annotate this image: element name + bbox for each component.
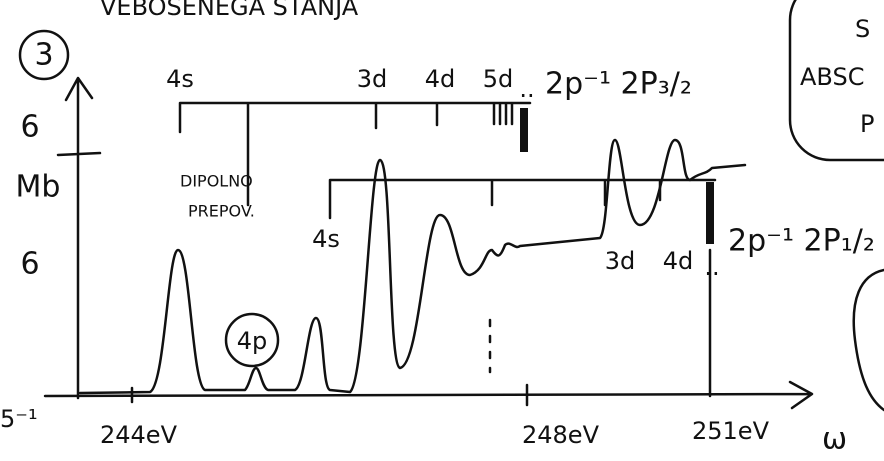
annotation: DIPOLNO — [180, 172, 253, 191]
x-tick-label: 251eV — [692, 417, 770, 445]
lower-label: .. — [704, 253, 719, 281]
upper-threshold: 2p⁻¹ 2P₃/₂ — [545, 67, 692, 102]
x-tick-label: 248eV — [522, 421, 600, 449]
y-unit: Mb — [16, 170, 61, 205]
x-axis — [45, 382, 812, 408]
x-tick-label: 244eV — [100, 421, 178, 449]
side-note: ABSC — [800, 63, 864, 91]
lower-edge-bar — [706, 182, 714, 244]
upper-label: .. — [519, 75, 534, 103]
upper-edge-bar — [520, 108, 528, 152]
y-axis — [66, 78, 92, 398]
upper-label: 3d — [357, 65, 388, 93]
side-note: S — [855, 15, 870, 43]
title: VEBOSENEGA STANJA — [100, 0, 359, 21]
lower-label: 4s — [312, 225, 340, 253]
upper-label: 5d — [483, 65, 514, 93]
peak-label: 4p — [237, 327, 268, 355]
upper-label: 4d — [425, 65, 456, 93]
lower-label: 4d — [663, 247, 694, 275]
panel-number: 3 — [34, 38, 53, 73]
upper-label: 4s — [166, 65, 194, 93]
x-label: ω — [822, 422, 847, 457]
sketch: VEBOSENEGA STANJA 3 6 Mb 6 5⁻¹ 244eV 248… — [0, 0, 884, 461]
left-fragment: 5⁻¹ — [0, 405, 38, 433]
y-top: 6 — [20, 110, 39, 145]
lower-label: 3d — [605, 247, 636, 275]
y-tick — [58, 153, 100, 155]
lower-threshold: 2p⁻¹ 2P₁/₂ — [728, 224, 875, 259]
side-note: P — [860, 110, 874, 138]
side-shape — [854, 270, 884, 410]
annotation: PREPOV. — [188, 202, 255, 221]
y-lower: 6 — [20, 247, 39, 282]
